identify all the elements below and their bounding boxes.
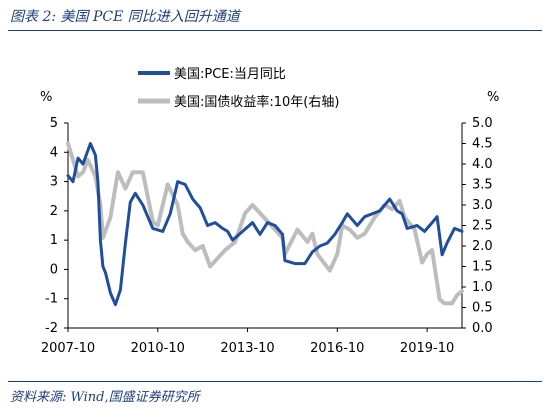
left-y-tick-label: 2 [50, 204, 58, 219]
left-y-tick-label: -2 [45, 321, 58, 336]
left-y-tick-label: -1 [45, 292, 58, 307]
title-rule [8, 30, 542, 31]
right-y-tick-label: 2.0 [472, 239, 493, 254]
chart-series [66, 141, 464, 307]
left-y-tick-label: 0 [50, 262, 58, 277]
figure-title: 图表 2: 美国 PCE 同比进入回升通道 [10, 9, 240, 25]
x-tick-label: 2019-10 [400, 341, 454, 356]
source-rule [8, 381, 542, 382]
x-tick-label: 2010-10 [131, 341, 185, 356]
left-y-tick-label: 3 [50, 175, 58, 190]
right-y-tick-label: 4.5 [472, 137, 493, 152]
x-tick-label: 2007-10 [41, 341, 95, 356]
right-y-tick-label: 0.5 [472, 301, 493, 316]
pce-series-line [66, 142, 464, 307]
right-y-tick-label: 3.5 [472, 178, 493, 193]
right-y-tick-label: 4.0 [472, 157, 493, 172]
x-tick-label: 2013-10 [220, 341, 274, 356]
right-y-tick-label: 3.0 [472, 198, 493, 213]
right-y-tick-label: 1.5 [472, 260, 493, 275]
legend-label-yield: 美国:国债收益率:10年(右轴) [174, 94, 339, 110]
right-y-tick-label: 5.0 [472, 116, 493, 131]
left-y-tick-label: 5 [50, 116, 58, 131]
yield-series-line [66, 141, 464, 306]
legend-label-pce: 美国:PCE:当月同比 [174, 67, 286, 82]
right-y-unit-label: % [487, 90, 499, 105]
x-tick-label: 2016-10 [310, 341, 364, 356]
figure-source: 资料来源: Wind,国盛证券研究所 [10, 390, 200, 405]
right-y-tick-label: 1.0 [472, 280, 493, 295]
right-y-tick-label: 0.0 [472, 321, 493, 336]
chart-axes: 5 4 3 2 1 0 -1 -2% 5.0 4.5 4.0 3.5 3.0 2.5 2.0 1.5 1.0 0.… [40, 90, 499, 356]
left-y-tick-label: 4 [50, 145, 58, 160]
left-y-tick-label: 1 [50, 233, 58, 248]
right-y-tick-label: 2.5 [472, 219, 493, 234]
left-y-unit-label: % [40, 90, 52, 105]
